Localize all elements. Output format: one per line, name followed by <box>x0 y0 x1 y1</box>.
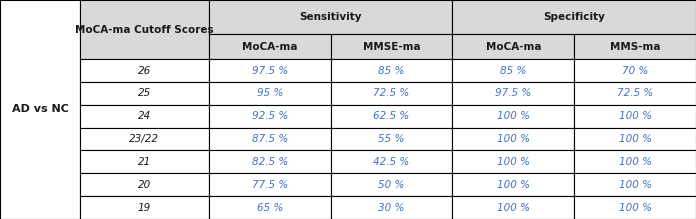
Text: 70 %: 70 % <box>622 65 648 76</box>
Bar <box>80 196 209 219</box>
Bar <box>209 105 331 128</box>
Text: MoCA-ma Cutoff Scores: MoCA-ma Cutoff Scores <box>75 25 214 35</box>
Text: 25: 25 <box>138 88 151 98</box>
Text: 19: 19 <box>138 203 151 213</box>
Bar <box>452 82 574 105</box>
Bar <box>574 82 696 105</box>
Bar <box>209 128 331 150</box>
Text: 100 %: 100 % <box>619 111 651 121</box>
Text: MMSE-ma: MMSE-ma <box>363 42 420 51</box>
Bar <box>574 150 696 173</box>
Text: 85 %: 85 % <box>379 65 404 76</box>
Text: MoCA-ma: MoCA-ma <box>242 42 297 51</box>
Text: 100 %: 100 % <box>619 157 651 167</box>
Text: 87.5 %: 87.5 % <box>251 134 288 144</box>
Text: MoCA-ma: MoCA-ma <box>486 42 541 51</box>
Text: 97.5 %: 97.5 % <box>251 65 288 76</box>
Bar <box>331 59 452 82</box>
Text: 95 %: 95 % <box>257 88 283 98</box>
Text: 82.5 %: 82.5 % <box>251 157 288 167</box>
Bar <box>209 59 331 82</box>
Text: 24: 24 <box>138 111 151 121</box>
Text: 42.5 %: 42.5 % <box>373 157 410 167</box>
Text: 55 %: 55 % <box>379 134 404 144</box>
Text: 72.5 %: 72.5 % <box>617 88 654 98</box>
Text: 100 %: 100 % <box>497 203 530 213</box>
Text: 100 %: 100 % <box>619 180 651 190</box>
Text: 21: 21 <box>138 157 151 167</box>
Text: 97.5 %: 97.5 % <box>495 88 532 98</box>
Bar <box>452 0 696 34</box>
Text: 26: 26 <box>138 65 151 76</box>
Bar <box>452 59 574 82</box>
Bar <box>452 150 574 173</box>
Bar <box>331 34 452 59</box>
Text: 23/22: 23/22 <box>129 134 159 144</box>
Bar <box>452 105 574 128</box>
Bar <box>574 105 696 128</box>
Bar <box>80 0 209 59</box>
Bar <box>331 173 452 196</box>
Text: 100 %: 100 % <box>497 157 530 167</box>
Text: 50 %: 50 % <box>379 180 404 190</box>
Bar <box>80 105 209 128</box>
Bar <box>0 0 80 219</box>
Bar <box>209 82 331 105</box>
Bar <box>331 150 452 173</box>
Bar <box>209 196 331 219</box>
Bar <box>574 196 696 219</box>
Text: Specificity: Specificity <box>544 12 605 22</box>
Text: 20: 20 <box>138 180 151 190</box>
Text: 92.5 %: 92.5 % <box>251 111 288 121</box>
Bar <box>331 105 452 128</box>
Bar <box>331 128 452 150</box>
Bar <box>209 34 331 59</box>
Bar <box>80 82 209 105</box>
Bar <box>331 196 452 219</box>
Bar <box>452 196 574 219</box>
Bar <box>80 128 209 150</box>
Bar <box>209 173 331 196</box>
Bar <box>209 150 331 173</box>
Text: 85 %: 85 % <box>500 65 526 76</box>
Bar <box>452 173 574 196</box>
Text: 100 %: 100 % <box>497 111 530 121</box>
Text: 77.5 %: 77.5 % <box>251 180 288 190</box>
Bar <box>574 34 696 59</box>
Text: 100 %: 100 % <box>497 180 530 190</box>
Bar <box>331 82 452 105</box>
Bar <box>80 173 209 196</box>
Text: 100 %: 100 % <box>619 134 651 144</box>
Text: Sensitivity: Sensitivity <box>299 12 362 22</box>
Text: 30 %: 30 % <box>379 203 404 213</box>
Bar <box>452 128 574 150</box>
Text: 72.5 %: 72.5 % <box>373 88 410 98</box>
Bar <box>574 173 696 196</box>
Bar <box>80 59 209 82</box>
Text: MMS-ma: MMS-ma <box>610 42 661 51</box>
Text: 65 %: 65 % <box>257 203 283 213</box>
Text: AD vs NC: AD vs NC <box>12 104 68 115</box>
Bar <box>452 34 574 59</box>
Text: 62.5 %: 62.5 % <box>373 111 410 121</box>
Bar <box>574 128 696 150</box>
Bar <box>574 59 696 82</box>
Text: 100 %: 100 % <box>497 134 530 144</box>
Bar <box>209 0 452 34</box>
Bar <box>80 150 209 173</box>
Text: 100 %: 100 % <box>619 203 651 213</box>
